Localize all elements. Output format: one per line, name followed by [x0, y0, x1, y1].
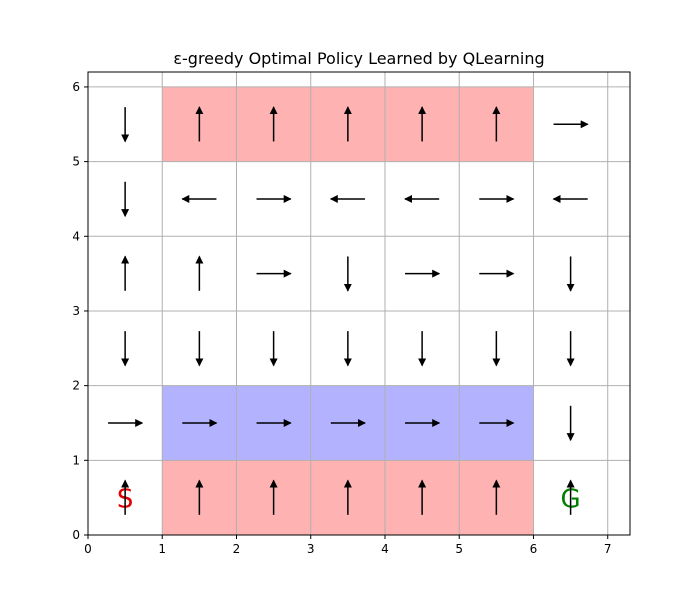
x-tick-label: 3	[307, 542, 315, 556]
x-tick-label: 0	[84, 542, 92, 556]
x-tick-label: 2	[233, 542, 241, 556]
x-tick-label: 6	[530, 542, 538, 556]
y-tick-label: 0	[72, 528, 80, 542]
y-axis: 0 1 2 3 4 5 6	[72, 80, 88, 542]
plot-frame	[87, 71, 631, 536]
y-tick-label: 2	[72, 379, 80, 393]
x-axis: 0 1 2 3 4 5 6 7	[84, 535, 612, 556]
y-tick-label: 5	[72, 155, 80, 169]
y-tick-label: 1	[72, 453, 80, 467]
x-tick-label: 4	[381, 542, 389, 556]
y-tick-label: 6	[72, 80, 80, 94]
y-tick-label: 4	[72, 229, 80, 243]
y-tick-label: 3	[72, 304, 80, 318]
x-tick-label: 5	[455, 542, 463, 556]
x-tick-label: 1	[158, 542, 166, 556]
chart-title: ε-greedy Optimal Policy Learned by QLear…	[173, 49, 544, 68]
arrows-layer	[108, 106, 589, 515]
x-tick-label: 7	[604, 542, 612, 556]
